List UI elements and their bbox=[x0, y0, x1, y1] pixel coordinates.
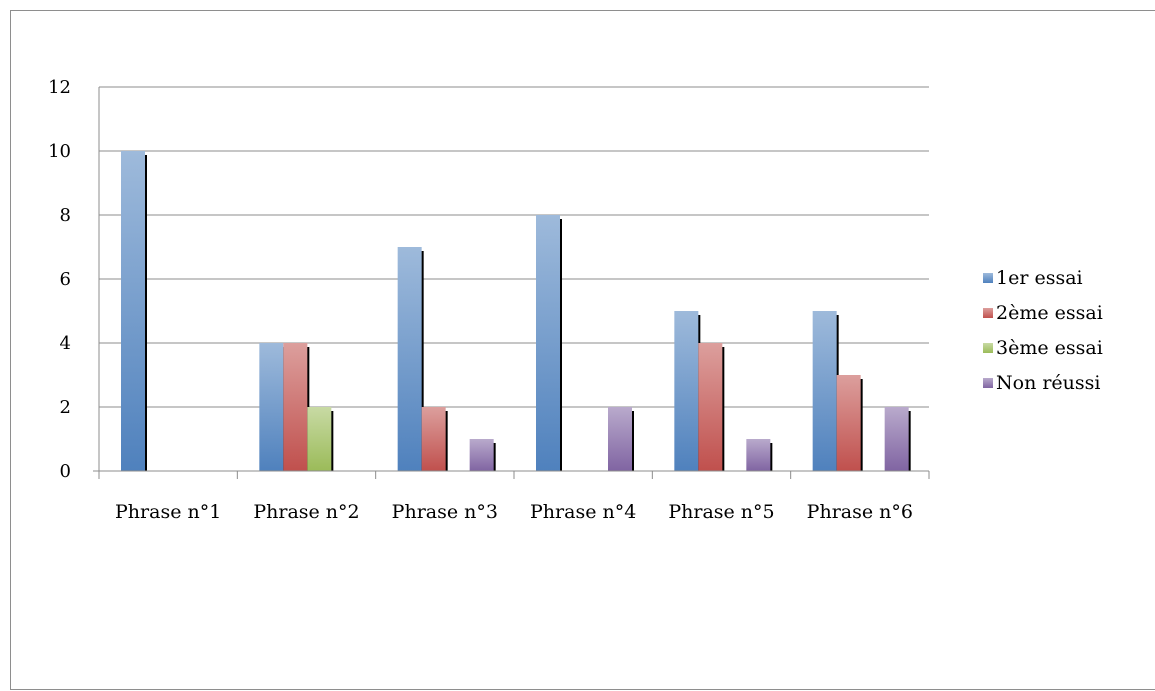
legend-swatch bbox=[983, 343, 993, 353]
y-tick-label: 0 bbox=[60, 461, 71, 482]
bar bbox=[307, 407, 332, 471]
bar bbox=[812, 311, 837, 471]
legend-swatch bbox=[983, 378, 993, 388]
legend-entry: 1er essai bbox=[996, 267, 1083, 289]
bar bbox=[397, 247, 422, 471]
y-tick-label: 4 bbox=[60, 333, 71, 354]
bar bbox=[283, 343, 308, 471]
x-tick-label: Phrase n°5 bbox=[668, 501, 774, 523]
chart-frame: 0 2 4 6 8 10 12 Phrase n°1 Phrase n°2 Phrase n°3 P… bbox=[10, 10, 1155, 690]
x-tick-label: Phrase n°2 bbox=[253, 501, 359, 523]
bar bbox=[421, 407, 446, 471]
bar-chart: 0 2 4 6 8 10 12 Phrase n°1 Phrase n°2 Phrase n°3 P… bbox=[48, 77, 1103, 523]
legend-swatch bbox=[983, 273, 993, 283]
legend-entry: 3ème essai bbox=[996, 337, 1103, 359]
x-tick-label: Phrase n°4 bbox=[530, 501, 636, 523]
bar bbox=[536, 215, 560, 471]
bar bbox=[469, 439, 494, 471]
bar bbox=[608, 407, 632, 471]
legend-swatch bbox=[983, 308, 993, 318]
bar bbox=[121, 151, 145, 471]
gridlines bbox=[99, 86, 929, 408]
bar bbox=[836, 375, 861, 471]
bar bbox=[698, 343, 723, 471]
y-tick-label: 6 bbox=[60, 269, 71, 290]
legend: 1er essai 2ème essai 3ème essai Non réussi bbox=[983, 267, 1103, 394]
legend-entry: Non réussi bbox=[996, 372, 1100, 394]
bar bbox=[884, 407, 909, 471]
x-tick-label: Phrase n°3 bbox=[392, 501, 498, 523]
x-tick-label: Phrase n°6 bbox=[807, 501, 913, 523]
bars bbox=[121, 151, 911, 471]
bar bbox=[746, 439, 771, 471]
legend-entry: 2ème essai bbox=[996, 302, 1103, 324]
y-tick-label: 12 bbox=[48, 77, 71, 98]
bar bbox=[674, 311, 699, 471]
y-tick-label: 8 bbox=[60, 205, 71, 226]
y-tick-label: 2 bbox=[60, 397, 71, 418]
axes: 0 2 4 6 8 10 12 Phrase n°1 Phrase n°2 Phrase n°3 P… bbox=[48, 77, 930, 523]
y-tick-label: 10 bbox=[48, 141, 71, 162]
x-tick-label: Phrase n°1 bbox=[115, 501, 221, 523]
bar bbox=[259, 343, 284, 471]
